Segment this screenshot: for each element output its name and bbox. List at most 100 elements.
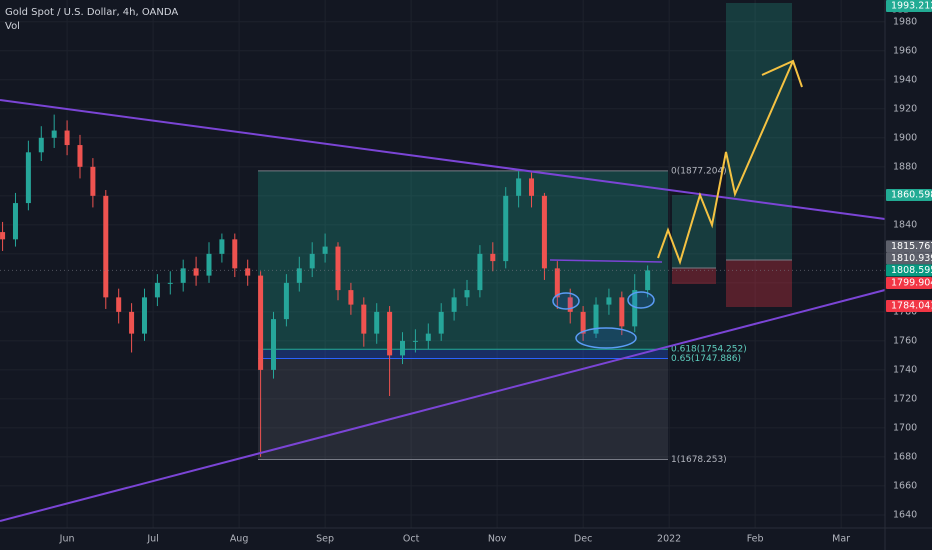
candle-body xyxy=(361,304,367,334)
candle-body xyxy=(296,268,302,283)
candle-body xyxy=(516,178,522,196)
price-label: 1815.767 xyxy=(891,241,932,252)
price-label-bg xyxy=(886,252,932,265)
x-tick-label: Oct xyxy=(403,534,420,545)
fib-zone xyxy=(258,349,668,359)
candle-body xyxy=(322,246,328,254)
fib-label: 1(1678.253) xyxy=(671,455,727,465)
y-tick-label: 1960 xyxy=(893,45,917,56)
candle-body xyxy=(232,239,238,269)
candle-body xyxy=(529,178,535,196)
x-tick-label: Aug xyxy=(230,534,249,545)
candle-body xyxy=(464,290,470,298)
candle-body xyxy=(387,311,393,356)
candle-body xyxy=(141,297,147,334)
chart-title: Gold Spot / U.S. Dollar, 4h, OANDA xyxy=(5,7,178,18)
projection-arrowhead xyxy=(761,59,803,88)
candle-body xyxy=(245,268,251,276)
candle-body xyxy=(206,253,212,276)
fib-label: 0(1877.204) xyxy=(671,166,727,176)
candle-body xyxy=(116,297,122,312)
pattern-ellipse xyxy=(575,327,637,349)
fib-zone xyxy=(258,358,668,460)
x-tick-label: Sep xyxy=(316,534,334,545)
price-label: 1784.041 xyxy=(891,301,932,312)
candle-body xyxy=(258,275,264,370)
y-tick-label: 1940 xyxy=(893,74,917,85)
candle-body xyxy=(309,253,315,269)
candle-body xyxy=(154,282,160,298)
candle-body xyxy=(490,253,496,262)
fib-label: 0.618(1754.252) xyxy=(671,345,747,355)
trend-line xyxy=(0,289,886,522)
y-tick-label: 1880 xyxy=(893,161,917,172)
price-label: 1799.904 xyxy=(891,277,932,288)
x-tick-label: Nov xyxy=(488,534,507,545)
candle-body xyxy=(25,152,31,204)
x-tick-label: Feb xyxy=(747,534,764,545)
y-tick-label: 1760 xyxy=(893,335,917,346)
candle-body xyxy=(451,297,457,312)
y-tick-label: 1740 xyxy=(893,364,917,375)
candle-body xyxy=(606,297,612,305)
y-tick-label: 1640 xyxy=(893,509,917,520)
candle-body xyxy=(219,239,225,254)
grid xyxy=(0,0,885,528)
candle-body xyxy=(0,232,6,240)
candle-body xyxy=(412,340,418,342)
projection-path xyxy=(657,60,794,266)
candle-body xyxy=(541,195,547,269)
y-tick-label: 1920 xyxy=(893,103,917,114)
candle-body xyxy=(554,268,560,298)
x-tick-label: Mar xyxy=(832,534,850,545)
candle-body xyxy=(51,130,57,138)
x-tick-label: Jul xyxy=(146,534,158,545)
candle-body xyxy=(167,282,173,284)
x-tick-label: Dec xyxy=(574,534,592,545)
y-tick-label: 1980 xyxy=(893,16,917,27)
candle-body xyxy=(438,311,444,334)
y-tick-label: 1900 xyxy=(893,132,917,143)
volume-label: Vol xyxy=(5,21,20,32)
candle-body xyxy=(283,282,289,320)
price-label: 1860.598 xyxy=(891,189,932,200)
long-stop-zone xyxy=(672,268,716,284)
trend-line xyxy=(0,99,886,220)
candle-body xyxy=(632,290,638,327)
price-label-bg xyxy=(886,0,932,12)
candle-body xyxy=(645,270,651,291)
candle-body xyxy=(103,195,109,298)
pattern-ellipse xyxy=(627,291,655,309)
candle-body xyxy=(129,311,135,334)
candle-body xyxy=(348,290,354,305)
y-tick-label: 1840 xyxy=(893,219,917,230)
long-stop-zone xyxy=(726,260,792,307)
neckline xyxy=(549,259,663,263)
candle-body xyxy=(619,297,625,327)
candle-body xyxy=(77,145,83,167)
candle-body xyxy=(38,137,44,153)
candles xyxy=(0,114,651,457)
fib-zone xyxy=(258,170,668,350)
price-label-bg xyxy=(886,300,932,313)
x-tick-label: Jun xyxy=(59,534,75,545)
candle-body xyxy=(12,203,18,240)
candle-body xyxy=(593,304,599,334)
candle-body xyxy=(193,268,199,276)
price-label-bg xyxy=(886,188,932,201)
price-label-bg xyxy=(886,276,932,289)
candle-body xyxy=(90,166,96,196)
candle-body xyxy=(64,130,70,146)
price-label: 1808.595 xyxy=(891,265,932,276)
price-label-bg xyxy=(886,240,932,253)
fib-label: 0.65(1747.886) xyxy=(671,354,741,364)
candle-body xyxy=(400,340,406,356)
price-label-bg xyxy=(886,264,932,277)
y-tick-label: 1680 xyxy=(893,451,917,462)
y-tick-label: 1660 xyxy=(893,480,917,491)
candle-body xyxy=(180,268,186,283)
price-label: 1993.212 xyxy=(891,1,932,12)
candle-body xyxy=(425,333,431,341)
